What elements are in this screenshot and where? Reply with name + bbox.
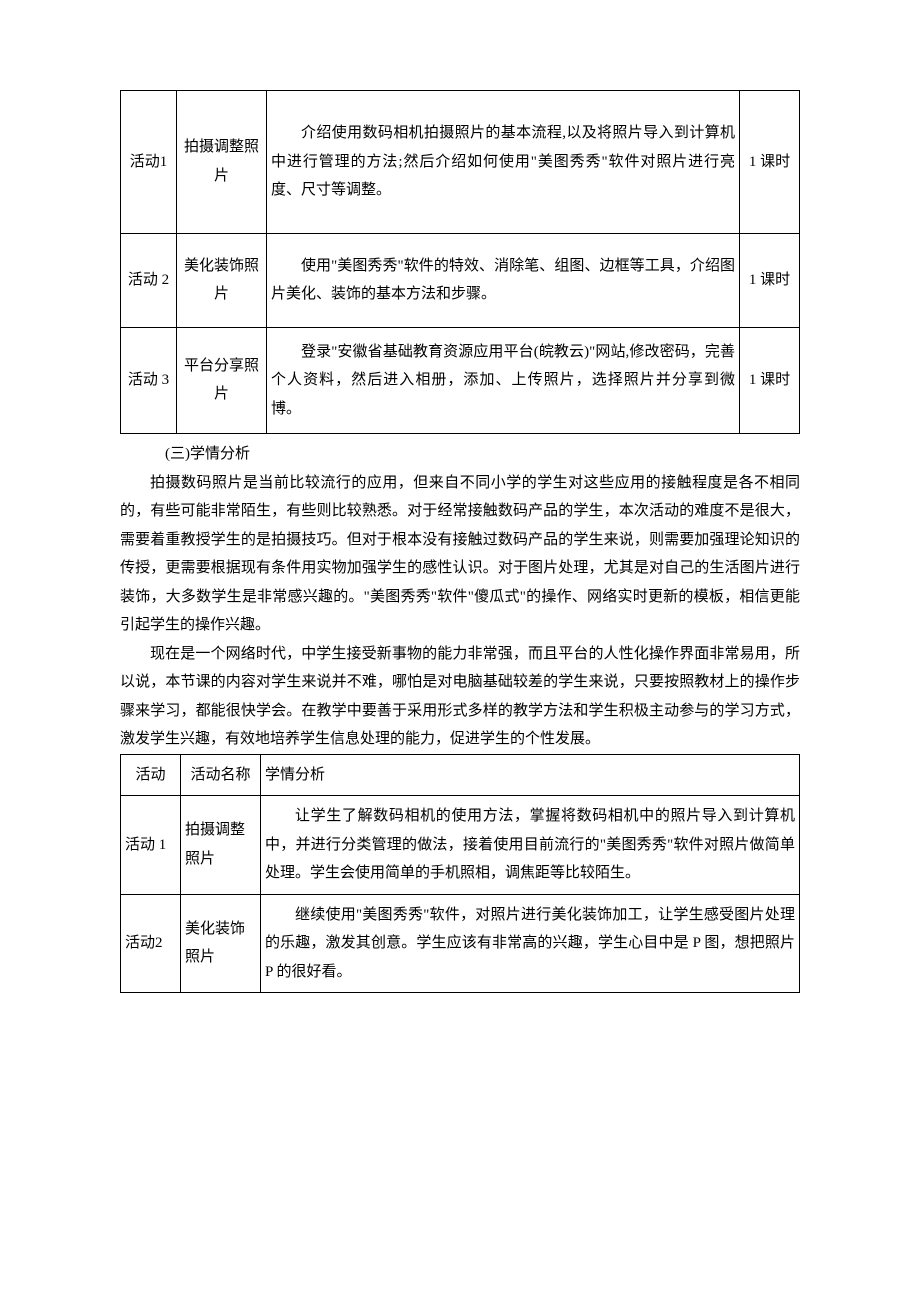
activity-description-cell: 登录"安徽省基础教育资源应用平台(皖教云)"网站,修改密码，完善个人资料，然后进… (267, 327, 740, 434)
analysis-cell: 继续使用"美图秀秀"软件，对照片进行美化装饰加工，让学生感受图片处理的乐趣，激发… (261, 894, 800, 993)
activity-id-cell: 活动2 (121, 894, 181, 993)
activity-duration-cell: 1 课时 (740, 327, 800, 434)
activity-id-cell: 活动 3 (121, 327, 177, 434)
activity-description-cell: 介绍使用数码相机拍摄照片的基本流程,以及将照片导入到计算机中进行管理的方法;然后… (267, 91, 740, 234)
body-paragraph: 拍摄数码照片是当前比较流行的应用，但来自不同小学的学生对这些应用的接触程度是各不… (120, 469, 800, 640)
activity-id-cell: 活动1 (121, 91, 177, 234)
section-heading: (三)学情分析 (120, 440, 800, 469)
activity-name-cell: 拍摄调整照片 (181, 796, 261, 895)
activity-duration-cell: 1 课时 (740, 233, 800, 327)
table-header-row: 活动 活动名称 学情分析 (121, 754, 800, 796)
student-analysis-table: 活动 活动名称 学情分析 活动 1 拍摄调整照片 让学生了解数码相机的使用方法，… (120, 754, 800, 994)
activity-id-cell: 活动 1 (121, 796, 181, 895)
table-row: 活动1 拍摄调整照片 介绍使用数码相机拍摄照片的基本流程,以及将照片导入到计算机… (121, 91, 800, 234)
document-page: 活动1 拍摄调整照片 介绍使用数码相机拍摄照片的基本流程,以及将照片导入到计算机… (0, 0, 920, 1199)
table-row: 活动 1 拍摄调整照片 让学生了解数码相机的使用方法，掌握将数码相机中的照片导入… (121, 796, 800, 895)
activity-name-cell: 美化装饰照片 (181, 894, 261, 993)
activity-name-cell: 拍摄调整照片 (177, 91, 267, 234)
header-name: 活动名称 (181, 754, 261, 796)
activity-name-cell: 美化装饰照片 (177, 233, 267, 327)
table-row: 活动2 美化装饰照片 继续使用"美图秀秀"软件，对照片进行美化装饰加工，让学生感… (121, 894, 800, 993)
analysis-cell: 让学生了解数码相机的使用方法，掌握将数码相机中的照片导入到计算机中，并进行分类管… (261, 796, 800, 895)
activity-description-cell: 使用"美图秀秀"软件的特效、消除笔、组图、边框等工具，介绍图片美化、装饰的基本方… (267, 233, 740, 327)
body-paragraph: 现在是一个网络时代，中学生接受新事物的能力非常强，而且平台的人性化操作界面非常易… (120, 640, 800, 754)
activity-id-cell: 活动 2 (121, 233, 177, 327)
header-analysis: 学情分析 (261, 754, 800, 796)
activity-duration-cell: 1 课时 (740, 91, 800, 234)
table-row: 活动 2 美化装饰照片 使用"美图秀秀"软件的特效、消除笔、组图、边框等工具，介… (121, 233, 800, 327)
activities-overview-table: 活动1 拍摄调整照片 介绍使用数码相机拍摄照片的基本流程,以及将照片导入到计算机… (120, 90, 800, 434)
table-row: 活动 3 平台分享照片 登录"安徽省基础教育资源应用平台(皖教云)"网站,修改密… (121, 327, 800, 434)
header-activity: 活动 (121, 754, 181, 796)
activity-name-cell: 平台分享照片 (177, 327, 267, 434)
